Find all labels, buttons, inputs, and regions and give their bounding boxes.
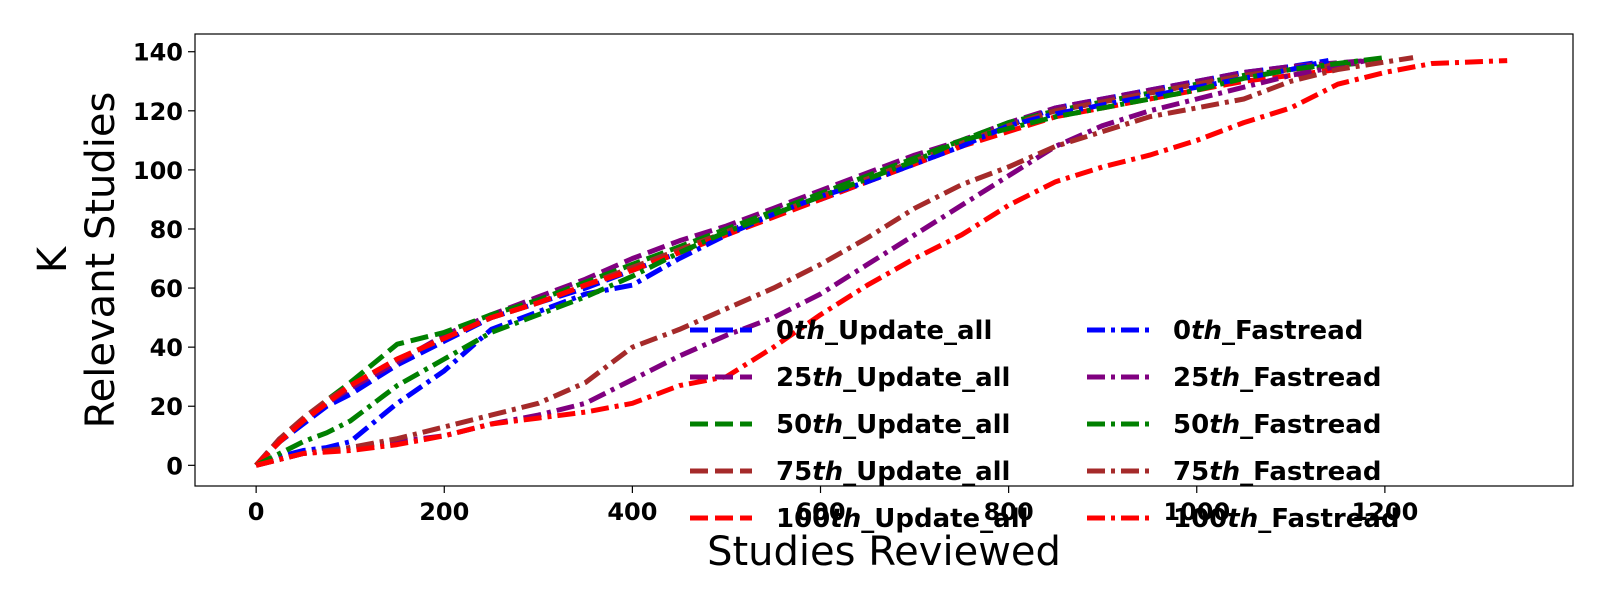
series-layer (254, 55, 1508, 468)
y-tick-label: 60 (150, 275, 183, 303)
y-axis-title-line-2: Relevant Studies (78, 92, 124, 429)
series-line-25th-fastread (255, 58, 1367, 468)
legend-label: 0th_Fastread (1173, 316, 1363, 346)
legend-label: 100th_Fastread (1173, 504, 1400, 534)
y-tick-label: 40 (150, 334, 183, 362)
series-line-50th-update-all (254, 61, 1357, 468)
series-line-25th-update-all (254, 58, 1367, 467)
legend: 0th_Update_all 25th_Update_all 50th_Update… (690, 316, 1400, 534)
legend-item: 0th_Fastread (1087, 316, 1363, 346)
legend-label: 75th_Fastread (1173, 457, 1381, 487)
y-tick-label: 80 (150, 216, 183, 244)
legend-label: 0th_Update_all (776, 316, 992, 346)
x-tick-label: 400 (607, 498, 657, 526)
series-line-75th-update-all (254, 61, 1348, 467)
legend-item: 75th_Fastread (1087, 457, 1381, 487)
legend-item: 25th_Fastread (1087, 363, 1381, 393)
series-line-50th-fastread (254, 55, 1386, 468)
y-tick-label: 0 (166, 452, 183, 480)
series-line-0th-update-all (254, 58, 1329, 468)
plot-area-frame (194, 33, 1574, 487)
y-tick-label: 120 (133, 98, 183, 126)
y-axis-title-line-1: K (30, 245, 76, 273)
x-axis-title: Studies Reviewed (707, 529, 1061, 575)
series-line-100th-update-all (254, 67, 1339, 468)
axis-ticks: 0 200 400 600 800 1000 1200 0 20 40 60 80 100 120 140 (133, 39, 1418, 526)
legend-item: 100th_Fastread (1087, 504, 1400, 534)
legend-item: 75th_Update_all (690, 457, 1010, 487)
legend-item: 50th_Fastread (1087, 410, 1381, 440)
x-tick-label: 1200 (1351, 498, 1418, 526)
legend-item: 100th_Update_all (690, 504, 1029, 534)
legend-label: 50th_Update_all (776, 410, 1010, 440)
legend-label: 50th_Fastread (1173, 410, 1381, 440)
x-tick-label: 800 (984, 498, 1034, 526)
series-line-0th-fastread (255, 58, 1329, 468)
x-tick-label: 200 (419, 498, 469, 526)
series-line-75th-fastread (255, 55, 1414, 468)
series-line-100th-fastread (255, 58, 1508, 468)
x-tick-label: 600 (795, 498, 845, 526)
legend-item: 50th_Update_all (690, 410, 1010, 440)
legend-label: 25th_Update_all (776, 363, 1010, 393)
legend-label: 100th_Update_all (776, 504, 1029, 534)
legend-item: 0th_Update_all (690, 316, 992, 346)
y-tick-label: 20 (150, 393, 183, 421)
legend-item: 25th_Update_all (690, 363, 1010, 393)
y-tick-label: 100 (133, 157, 183, 185)
legend-label: 75th_Update_all (776, 457, 1010, 487)
x-tick-label: 1000 (1163, 498, 1230, 526)
y-tick-label: 140 (133, 39, 183, 67)
x-tick-label: 0 (248, 498, 265, 526)
legend-label: 25th_Fastread (1173, 363, 1381, 393)
